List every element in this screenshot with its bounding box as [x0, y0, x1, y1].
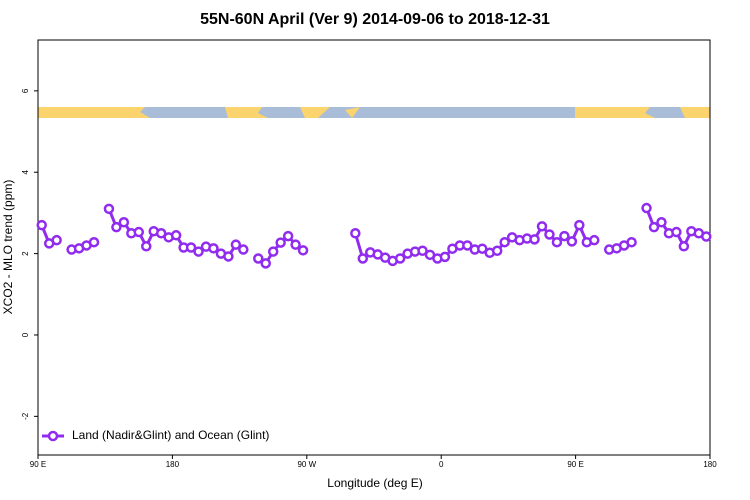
- point: [350, 228, 361, 239]
- point: [133, 226, 145, 238]
- point: [51, 234, 62, 246]
- land-ocean-strip: [38, 107, 710, 118]
- point: [297, 245, 309, 256]
- y-tick-label: 4: [21, 169, 30, 174]
- point: [574, 219, 585, 231]
- legend-label: Land (Nadir&Glint) and Ocean (Glint): [72, 428, 269, 442]
- point: [282, 230, 294, 242]
- point: [491, 245, 503, 257]
- x-tick-label: 90 W: [297, 460, 316, 469]
- legend: Land (Nadir&Glint) and Ocean (Glint): [42, 428, 269, 442]
- point: [551, 236, 563, 248]
- point: [238, 244, 249, 255]
- point: [230, 239, 242, 250]
- point: [275, 237, 286, 248]
- point: [641, 202, 652, 214]
- point: [88, 236, 100, 248]
- point: [193, 246, 204, 257]
- point: [559, 230, 570, 242]
- point: [701, 231, 712, 242]
- point: [253, 253, 264, 264]
- point: [566, 236, 578, 247]
- point: [394, 253, 406, 264]
- chart-title: 55N-60N April (Ver 9) 2014-09-06 to 2018…: [200, 11, 550, 28]
- point: [626, 236, 637, 248]
- point: [223, 251, 234, 262]
- x-tick-label: 180: [166, 460, 180, 469]
- point: [357, 253, 369, 264]
- point: [185, 242, 197, 253]
- y-tick-label: 2: [21, 251, 30, 256]
- point: [499, 236, 510, 248]
- point: [477, 243, 488, 254]
- point: [141, 241, 152, 252]
- x-tick-label: 90 E: [567, 460, 583, 469]
- point: [111, 221, 122, 233]
- point: [417, 245, 428, 257]
- point: [170, 230, 182, 241]
- y-tick-label: -2: [21, 412, 30, 420]
- x-axis-label: Longitude (deg E): [327, 476, 422, 490]
- point: [536, 221, 548, 232]
- point: [103, 203, 115, 215]
- point: [439, 251, 451, 263]
- point: [589, 234, 600, 246]
- point: [656, 217, 667, 228]
- plot-frame: [37, 39, 711, 456]
- point: [267, 246, 279, 257]
- y-tick-label: 6: [21, 88, 30, 93]
- x-tick-label: 180: [703, 460, 717, 469]
- point: [155, 228, 167, 239]
- point: [36, 219, 47, 231]
- y-tick-label: 0: [21, 332, 30, 337]
- y-axis-label: XCO2 - MLO trend (ppm): [1, 180, 15, 315]
- point: [290, 239, 301, 250]
- x-tick-label: 90 E: [30, 460, 46, 469]
- point: [529, 234, 540, 245]
- point: [544, 229, 555, 240]
- legend-marker: [47, 430, 59, 442]
- point: [671, 226, 682, 238]
- point: [648, 221, 660, 233]
- x-tick-label: 0: [439, 460, 444, 469]
- point: [118, 217, 130, 228]
- point: [462, 240, 473, 251]
- point: [678, 241, 690, 252]
- point: [208, 243, 219, 254]
- point: [260, 258, 271, 269]
